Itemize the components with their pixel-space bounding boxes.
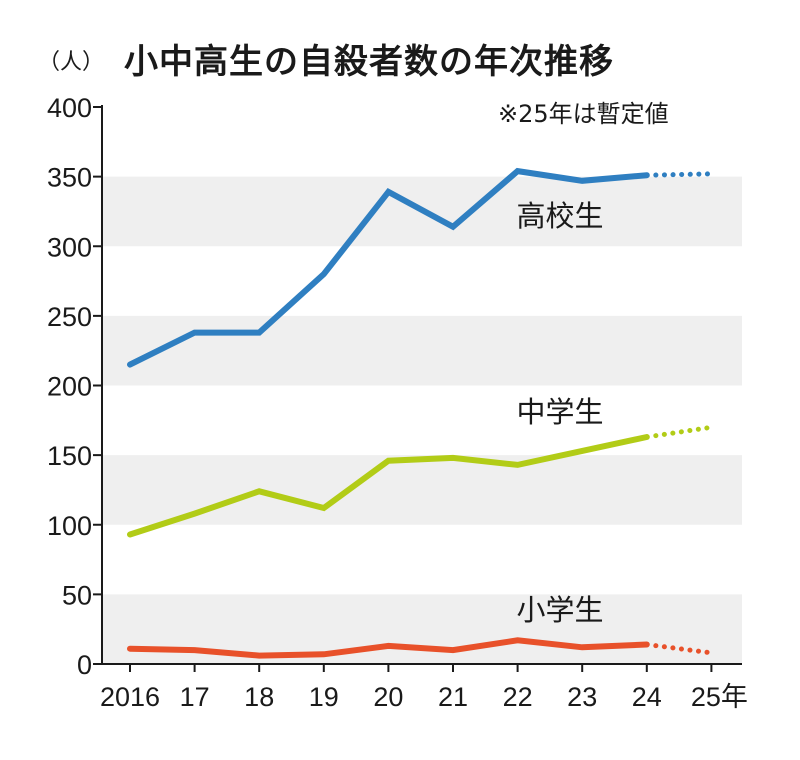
x-tick-label: 21 [438,682,468,712]
y-tick-label: 150 [47,441,92,471]
y-tick-label: 400 [47,93,92,123]
y-tick-label: 300 [47,232,92,262]
chart-title: 小中高生の自殺者数の年次推移 [124,42,614,82]
x-tick-label: 19 [309,682,339,712]
y-tick-label: 50 [62,580,92,610]
y-tick-label: 200 [47,372,92,402]
gridline-bands [102,176,742,664]
x-tick-label: 2016 [100,682,160,712]
x-tick-label: 22 [503,682,533,712]
grid-band [102,594,742,664]
series-line [127,637,650,659]
y-axis-unit-label: （人） [38,50,105,75]
series-provisional-segment [653,643,714,656]
axes [93,105,742,672]
x-tick-label: 25年 [691,682,748,712]
series-provisional-segment [653,424,714,439]
x-tick-label: 23 [567,682,597,712]
provisional-note: ※25年は暫定値 [498,100,669,128]
series-line [127,434,650,538]
x-tick-label: 24 [632,682,662,712]
series-line [127,167,650,368]
series-label: 高校生 [516,199,603,233]
y-tick-label: 350 [47,163,92,193]
grid-band [102,315,742,386]
y-tick-label: 0 [77,650,92,680]
y-tick-label: 250 [47,302,92,332]
x-tick-label: 17 [180,682,210,712]
y-tick-labels: 0 50 100 150 200 250 300 350 400 [47,93,92,680]
x-tick-labels: 2016 17 18 19 20 21 22 23 24 25年 [100,682,748,712]
y-tick-label: 100 [47,511,92,541]
series-provisional-segment [653,171,714,178]
x-tick-label: 20 [373,682,403,712]
series-label: 中学生 [516,395,603,429]
series-lines [127,167,714,659]
x-tick-label: 18 [244,682,274,712]
grid-band [102,455,742,525]
series-label: 小学生 [516,593,603,627]
